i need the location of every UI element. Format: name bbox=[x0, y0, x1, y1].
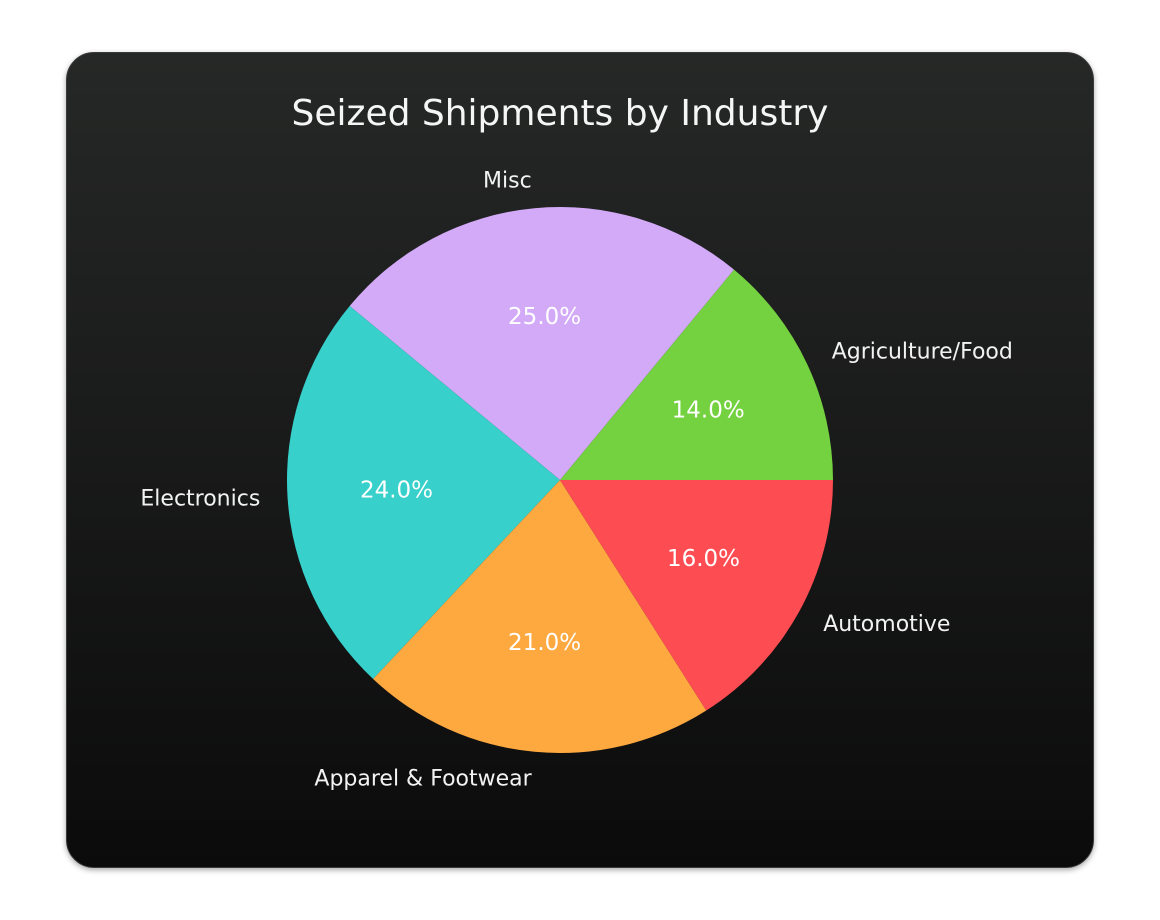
category-label-misc: Misc bbox=[483, 169, 532, 194]
pct-label-electronics: 24.0% bbox=[360, 477, 433, 503]
pie-slice-apparel-footwear bbox=[373, 480, 707, 753]
pie-slices bbox=[286, 206, 834, 753]
pct-label-misc: 25.0% bbox=[508, 304, 581, 330]
pie-slice-misc bbox=[349, 206, 735, 481]
pie-labels: 14.0% Agriculture/Food 25.0% Misc 24.0% Elect… bbox=[140, 169, 1012, 792]
category-label-electronics: Electronics bbox=[140, 486, 260, 511]
category-label-apparel-footwear: Apparel & Footwear bbox=[314, 767, 532, 792]
pct-label-automotive: 16.0% bbox=[667, 546, 740, 572]
pct-label-apparel-footwear: 21.0% bbox=[508, 630, 581, 656]
pie-slice-automotive bbox=[560, 480, 834, 711]
pie-slice-electronics bbox=[286, 305, 560, 680]
category-label-automotive: Automotive bbox=[823, 612, 950, 637]
pie-slice-agriculture-food bbox=[560, 269, 833, 480]
category-label-agriculture-food: Agriculture/Food bbox=[832, 340, 1013, 365]
chart-title: Seized Shipments by Industry bbox=[292, 93, 829, 134]
pct-label-agriculture-food: 14.0% bbox=[672, 397, 745, 423]
